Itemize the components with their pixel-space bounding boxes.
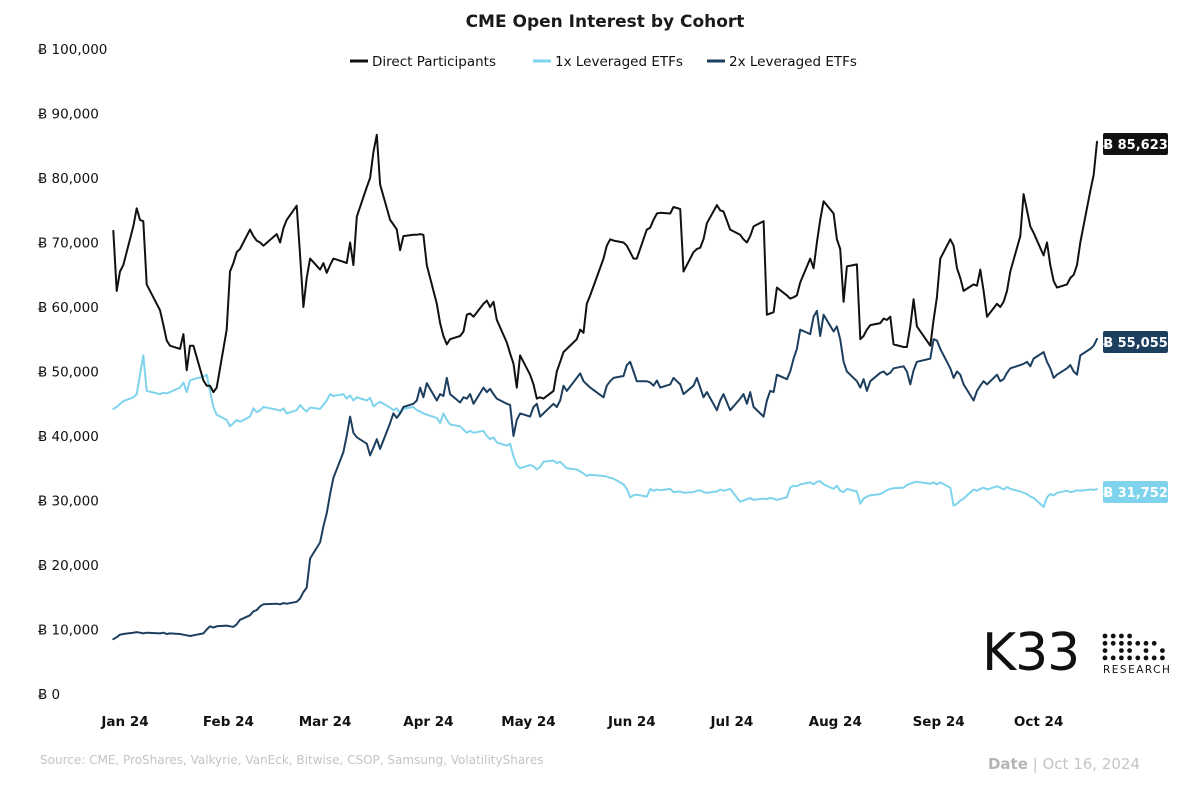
logo-dot bbox=[1102, 640, 1108, 646]
logo-dot bbox=[1160, 648, 1165, 653]
k33-research-logo: K33 RESEARCH bbox=[982, 623, 1171, 683]
logo-subtitle: RESEARCH bbox=[1103, 664, 1171, 676]
x-tick-label: Jun 24 bbox=[607, 714, 656, 730]
series-line-1x-leveraged-etfs bbox=[112, 354, 1098, 508]
logo-dot bbox=[1119, 655, 1124, 661]
series-line-direct-participants bbox=[112, 133, 1098, 400]
x-tick-label: Oct 24 bbox=[1014, 714, 1063, 730]
logo-dot bbox=[1143, 655, 1149, 661]
logo-dot bbox=[1151, 640, 1157, 646]
end-label-1x-leveraged-etfs: Ƀ 31,752 bbox=[1103, 481, 1168, 503]
y-tick-label: Ƀ 70,000 bbox=[38, 236, 99, 252]
y-tick-label: Ƀ 40,000 bbox=[38, 429, 99, 445]
y-tick-label: Ƀ 10,000 bbox=[38, 623, 99, 639]
x-tick-label: Feb 24 bbox=[203, 714, 254, 730]
x-axis: Jan 24 Feb 24 Mar 24 Apr 24 May 24 Jun 24 Jul … bbox=[100, 714, 1063, 730]
end-label-text-1x-leveraged-etfs: Ƀ 31,752 bbox=[1103, 486, 1168, 501]
logo-dot bbox=[1119, 640, 1124, 646]
date-label: Date bbox=[988, 755, 1028, 773]
logo-dot bbox=[1127, 640, 1132, 646]
y-axis: Ƀ 0 Ƀ 10,000 Ƀ 20,000 Ƀ 30,000 Ƀ 40,000 Ƀ 50,… bbox=[38, 42, 107, 703]
logo-dot bbox=[1143, 640, 1149, 646]
logo-dot-grid-icon bbox=[1102, 633, 1165, 661]
logo-dot bbox=[1102, 648, 1108, 653]
end-label-2x-leveraged-etfs: Ƀ 55,055 bbox=[1103, 331, 1168, 353]
logo-dot bbox=[1119, 633, 1124, 639]
logo-dot bbox=[1143, 648, 1149, 653]
date-separator: | bbox=[1028, 755, 1043, 773]
date-footer: Date | Oct 16, 2024 bbox=[988, 755, 1140, 773]
y-tick-label: Ƀ 100,000 bbox=[38, 42, 107, 58]
logo-dot bbox=[1119, 648, 1124, 653]
y-tick-label: Ƀ 60,000 bbox=[38, 300, 99, 316]
logo-dot bbox=[1102, 633, 1108, 639]
x-tick-label: Sep 24 bbox=[913, 714, 965, 730]
end-label-text-direct-participants: Ƀ 85,623 bbox=[1103, 138, 1168, 153]
logo-dot bbox=[1110, 633, 1116, 639]
x-tick-label: Jan 24 bbox=[100, 714, 148, 730]
legend-label-direct-participants: Direct Participants bbox=[372, 54, 496, 70]
legend-item-2x-leveraged-etfs: 2x Leveraged ETFs bbox=[707, 54, 857, 70]
end-label-text-2x-leveraged-etfs: Ƀ 55,055 bbox=[1103, 336, 1168, 351]
x-tick-label: Mar 24 bbox=[299, 714, 352, 730]
logo-dot bbox=[1102, 655, 1108, 661]
legend-label-1x-leveraged-etfs: 1x Leveraged ETFs bbox=[555, 54, 683, 70]
logo-dot bbox=[1135, 640, 1141, 646]
end-label-bg-direct-participants bbox=[1103, 133, 1168, 155]
logo-dot bbox=[1110, 640, 1116, 646]
y-tick-label: Ƀ 50,000 bbox=[38, 365, 99, 381]
x-tick-label: Aug 24 bbox=[809, 714, 862, 730]
logo-wordmark: K33 bbox=[982, 623, 1079, 683]
end-label-bg-1x-leveraged-etfs bbox=[1103, 481, 1168, 503]
legend-label-2x-leveraged-etfs: 2x Leveraged ETFs bbox=[729, 54, 857, 70]
legend-item-direct-participants: Direct Participants bbox=[350, 54, 496, 70]
chart-title: CME Open Interest by Cohort bbox=[466, 12, 745, 32]
x-tick-label: May 24 bbox=[501, 714, 555, 730]
logo-dot bbox=[1151, 655, 1157, 661]
y-tick-label: Ƀ 20,000 bbox=[38, 558, 99, 574]
logo-dot bbox=[1110, 655, 1116, 661]
date-value: Oct 16, 2024 bbox=[1043, 755, 1141, 773]
logo-dot bbox=[1135, 655, 1141, 661]
legend: Direct Participants 1x Leveraged ETFs 2x… bbox=[350, 54, 857, 70]
logo-dot bbox=[1127, 633, 1132, 639]
y-tick-label: Ƀ 80,000 bbox=[38, 171, 99, 187]
source-note: Source: CME, ProShares, Valkyrie, VanEck… bbox=[40, 753, 543, 767]
logo-dot bbox=[1127, 648, 1132, 653]
logo-dot bbox=[1127, 655, 1132, 661]
x-tick-label: Apr 24 bbox=[403, 714, 453, 730]
y-tick-label: Ƀ 90,000 bbox=[38, 107, 99, 123]
series-lines bbox=[112, 133, 1098, 641]
legend-item-1x-leveraged-etfs: 1x Leveraged ETFs bbox=[533, 54, 683, 70]
y-tick-label: Ƀ 0 bbox=[38, 687, 60, 703]
series-line-2x-leveraged-etfs bbox=[112, 309, 1098, 641]
end-label-direct-participants: Ƀ 85,623 bbox=[1103, 133, 1168, 155]
end-label-bg-2x-leveraged-etfs bbox=[1103, 331, 1168, 353]
x-tick-label: Jul 24 bbox=[709, 714, 753, 730]
logo-dot bbox=[1160, 655, 1165, 661]
y-tick-label: Ƀ 30,000 bbox=[38, 494, 99, 510]
